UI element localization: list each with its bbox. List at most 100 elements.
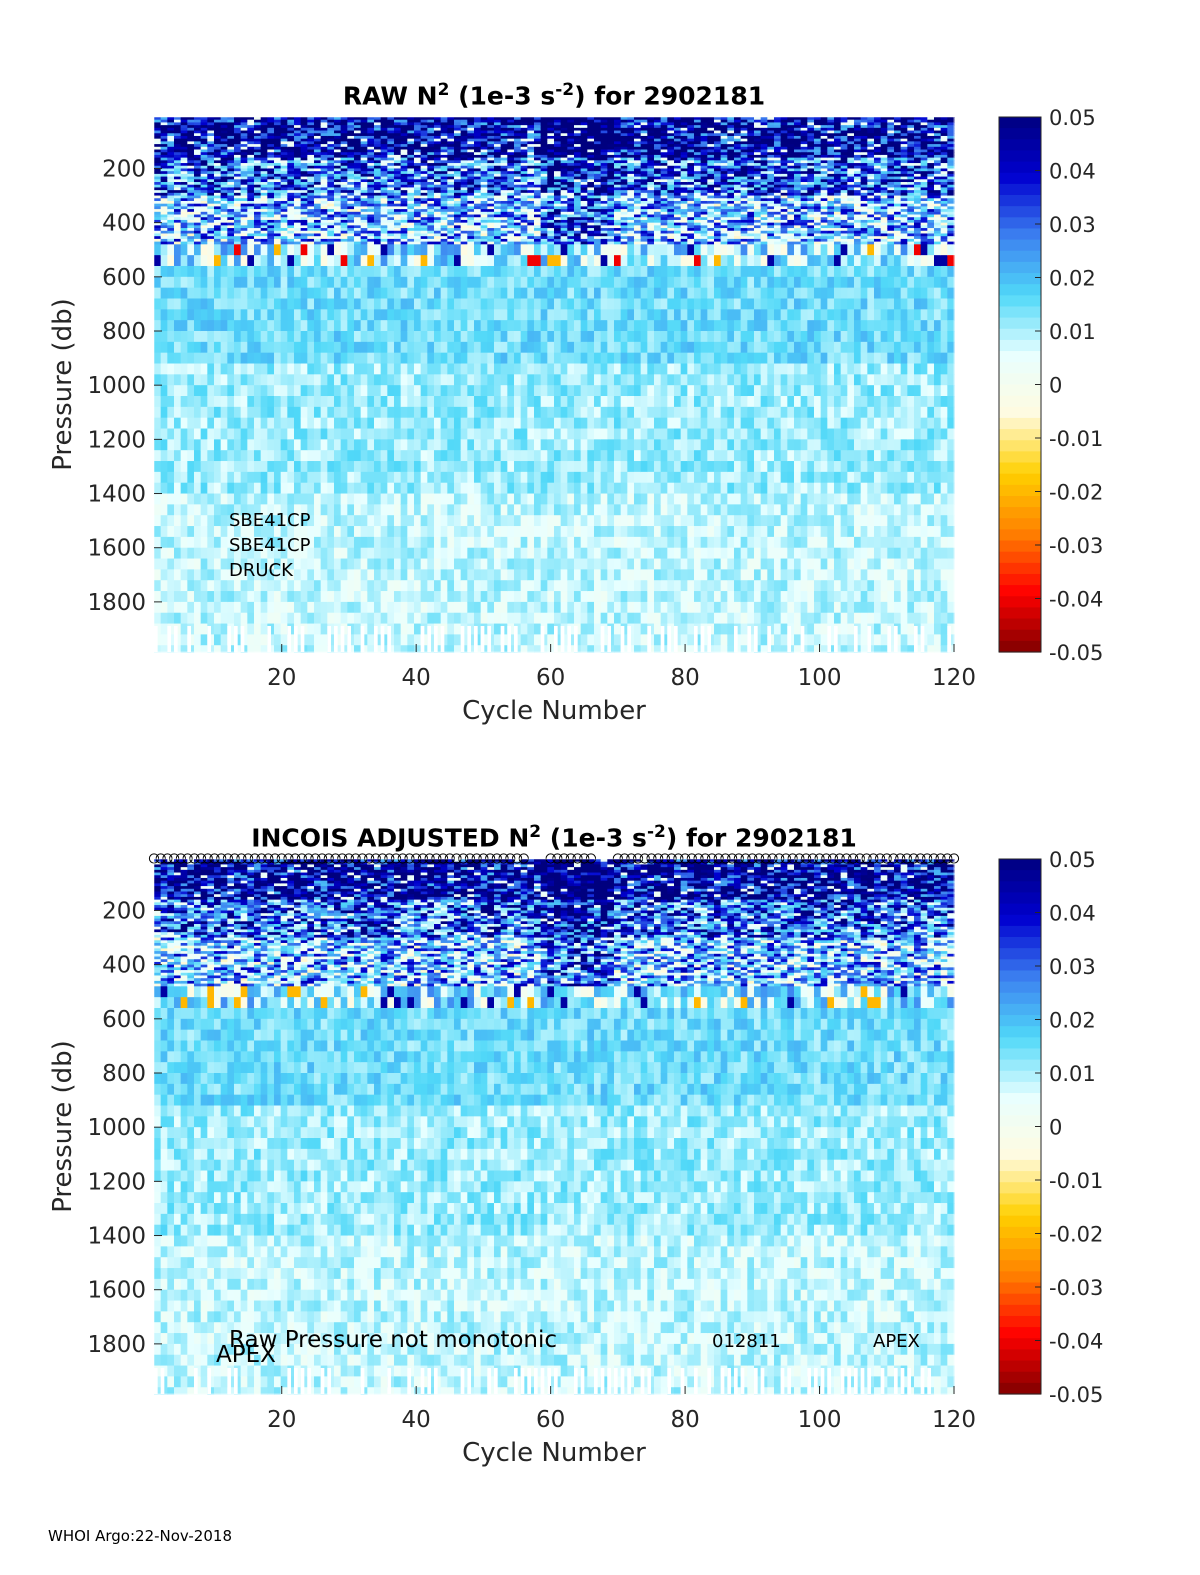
heatmap-cell (374, 236, 382, 240)
heatmap-cell (467, 176, 475, 180)
heatmap-cell (320, 206, 328, 210)
heatmap-cell (514, 450, 522, 462)
heatmap-cell (394, 591, 402, 603)
heatmap-cell (247, 225, 255, 229)
heatmap-cell (507, 190, 515, 194)
heatmap-cell (214, 591, 222, 603)
heatmap-cell (414, 363, 422, 375)
heatmap-cell (227, 225, 235, 229)
heatmap-cell (307, 182, 315, 186)
heatmap-cell (214, 165, 222, 170)
heatmap-cell (280, 558, 288, 570)
heatmap-cell (440, 222, 448, 226)
heatmap-cell (500, 417, 508, 430)
heatmap-cell (360, 198, 368, 202)
heatmap-cell (307, 471, 315, 484)
heatmap-cell (180, 152, 188, 156)
heatmap-cell (240, 192, 248, 197)
heatmap-cell (467, 200, 475, 205)
heatmap-cell (520, 439, 528, 451)
heatmap-cell (467, 230, 475, 235)
heatmap-cell (454, 471, 462, 484)
heatmap-cell (480, 200, 488, 205)
heatmap-cell (514, 219, 522, 224)
heatmap-cell (207, 119, 215, 124)
heatmap-cell (340, 461, 348, 473)
heatmap-cell (500, 146, 508, 151)
heatmap-cell (374, 225, 382, 229)
heatmap-cell (260, 309, 268, 321)
heatmap-cell (247, 298, 255, 310)
heatmap-cell (460, 331, 468, 343)
heatmap-cell (447, 331, 455, 343)
heatmap-cell (514, 244, 522, 256)
heatmap-cell (374, 146, 382, 151)
heatmap-cell (214, 173, 222, 178)
heatmap-cell (180, 222, 188, 226)
heatmap-cell (274, 117, 282, 121)
heatmap-cell (360, 182, 368, 186)
heatmap-cell (414, 168, 422, 172)
heatmap-cell (447, 217, 455, 221)
heatmap-cell (534, 230, 542, 235)
heatmap-cell (214, 211, 222, 216)
heatmap-cell (354, 203, 362, 207)
heatmap-cell (407, 125, 415, 129)
heatmap-cell (227, 165, 235, 170)
heatmap-cell (380, 493, 388, 505)
heatmap-cell (407, 287, 415, 300)
heatmap-cell (420, 374, 428, 386)
heatmap-cell (520, 127, 528, 132)
heatmap-cell (360, 363, 368, 375)
heatmap-cell (540, 192, 548, 197)
heatmap-cell (207, 173, 215, 178)
heatmap-cell (200, 569, 208, 581)
heatmap-cell (240, 157, 248, 161)
heatmap-cell (487, 125, 495, 129)
heatmap-cell (167, 122, 175, 126)
heatmap-cell (487, 236, 495, 240)
heatmap-cell (274, 230, 282, 235)
heatmap-cell (447, 138, 455, 142)
heatmap-cell (347, 439, 355, 451)
heatmap-cell (267, 125, 275, 129)
heatmap-cell (320, 149, 328, 153)
heatmap-cell (507, 515, 515, 527)
heatmap-cell (520, 133, 528, 137)
heatmap-cell (340, 228, 348, 232)
heatmap-cell (447, 182, 455, 186)
heatmap-cell (367, 154, 375, 159)
heatmap-cell (254, 515, 262, 527)
heatmap-cell (307, 482, 315, 495)
heatmap-cell (334, 138, 342, 142)
heatmap-cell (314, 122, 322, 126)
heatmap-cell (240, 601, 248, 614)
heatmap-cell (340, 203, 348, 207)
heatmap-cell (394, 428, 402, 440)
heatmap-cell (520, 184, 528, 189)
heatmap-cell (187, 265, 195, 278)
heatmap-cell (334, 228, 342, 232)
heatmap-cell (240, 331, 248, 343)
heatmap-cell (520, 428, 528, 440)
heatmap-cell (434, 363, 442, 375)
heatmap-cell (160, 195, 168, 199)
heatmap-cell (247, 157, 255, 161)
heatmap-cell (440, 450, 448, 462)
heatmap-cell (347, 168, 355, 172)
heatmap-cell (520, 176, 528, 180)
heatmap-cell (287, 255, 295, 267)
heatmap-cell (294, 298, 302, 310)
heatmap-cell (454, 352, 462, 365)
missing-data-cell (187, 626, 191, 652)
heatmap-cell (414, 645, 422, 653)
heatmap-cell (180, 645, 188, 653)
heatmap-cell (534, 320, 542, 332)
heatmap-cell (380, 198, 388, 202)
heatmap-cell (387, 149, 395, 153)
heatmap-cell (420, 417, 428, 430)
heatmap-cell (234, 206, 242, 210)
heatmap-cell (220, 117, 228, 121)
heatmap-cell (174, 214, 182, 218)
heatmap-cell (314, 591, 322, 603)
